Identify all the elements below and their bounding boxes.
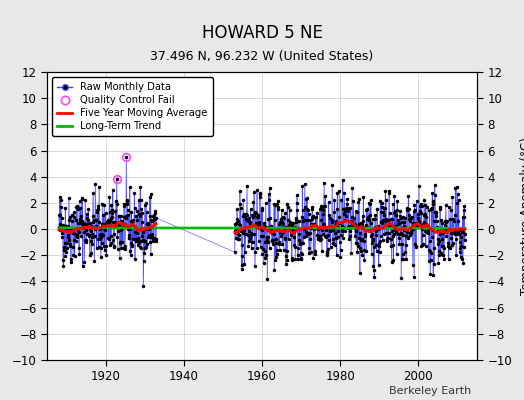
- Text: Berkeley Earth: Berkeley Earth: [389, 386, 472, 396]
- Legend: Raw Monthly Data, Quality Control Fail, Five Year Moving Average, Long-Term Tren: Raw Monthly Data, Quality Control Fail, …: [52, 77, 213, 136]
- Y-axis label: Temperature Anomaly (°C): Temperature Anomaly (°C): [520, 137, 524, 295]
- Text: HOWARD 5 NE: HOWARD 5 NE: [202, 24, 322, 42]
- Text: 37.496 N, 96.232 W (United States): 37.496 N, 96.232 W (United States): [150, 50, 374, 63]
